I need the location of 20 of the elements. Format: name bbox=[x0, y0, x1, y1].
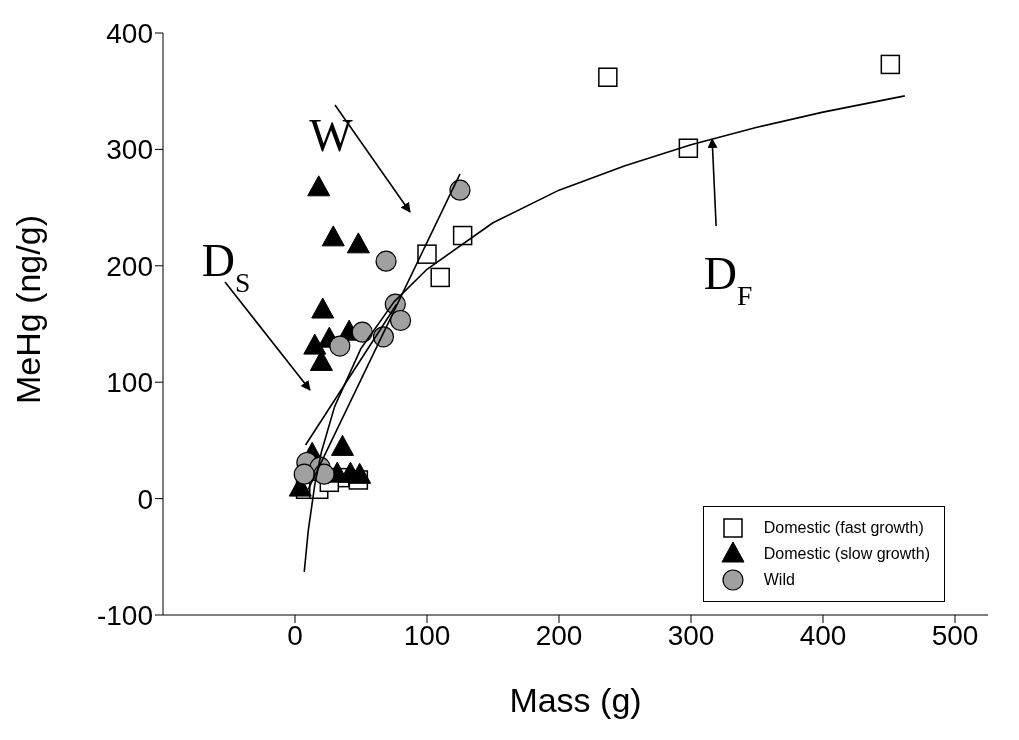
legend-label: Domestic (slow growth) bbox=[763, 545, 930, 563]
y-tick-label: -100 bbox=[96, 599, 153, 631]
x-axis-title: Mass (g) bbox=[509, 681, 642, 719]
y-tick-label: 400 bbox=[106, 17, 153, 49]
annotation: D$_{F}$ bbox=[703, 247, 753, 311]
annotation: W bbox=[309, 110, 354, 161]
x-tick-label: 200 bbox=[535, 619, 583, 651]
legend-label: Wild bbox=[763, 571, 795, 589]
x-tick-label: 0 bbox=[287, 619, 303, 651]
x-tick-label: 400 bbox=[799, 619, 847, 651]
y-tick-label: 0 bbox=[137, 483, 153, 515]
annotation: D$_{S}$ bbox=[201, 235, 251, 298]
x-tick-label: 300 bbox=[667, 619, 715, 651]
y-tick-label: 300 bbox=[106, 134, 153, 166]
y-tick-label: 200 bbox=[106, 250, 153, 282]
y-axis-title: MeHg (ng/g) bbox=[9, 215, 48, 404]
legend-label: Domestic (fast growth) bbox=[763, 519, 924, 537]
y-tick-label: 100 bbox=[106, 367, 153, 399]
x-tick-label: 100 bbox=[403, 619, 451, 651]
x-tick-label: 500 bbox=[931, 619, 979, 651]
